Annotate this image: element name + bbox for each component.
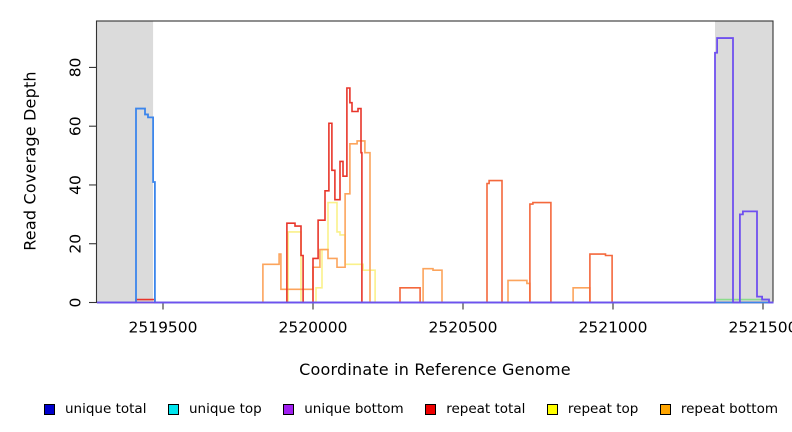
x-tick-label: 2521000 — [578, 319, 647, 337]
plot-box — [95, 20, 774, 304]
y-axis-title: Read Coverage Depth — [20, 71, 40, 251]
repeat-region-left — [97, 21, 154, 303]
legend-label: unique top — [189, 401, 262, 417]
legend-item-repeat-top: repeat top — [546, 401, 639, 417]
legend-label: repeat top — [567, 401, 639, 417]
legend-item-repeat-total: repeat total — [425, 401, 525, 417]
repeat-top-swatch-icon — [546, 403, 558, 415]
y-tick-label: 60 — [67, 116, 85, 136]
legend-label: unique bottom — [304, 401, 404, 417]
repeat-bottom-swatch-icon — [659, 403, 671, 415]
legend-item-repeat-bottom: repeat bottom — [659, 401, 778, 417]
y-tick-label: 0 — [67, 298, 85, 308]
x-axis-title: Coordinate in Reference Genome — [299, 360, 571, 379]
x-tick-label: 2520500 — [428, 319, 497, 337]
legend-label: unique total — [65, 401, 147, 417]
repeat-region-right — [715, 21, 774, 303]
legend: unique total unique top unique bottom re… — [44, 401, 778, 417]
unique-total-swatch-icon — [44, 403, 55, 415]
legend-item-unique-bottom: unique bottom — [283, 401, 404, 417]
series-repeat-total-bottom-overlap — [97, 179, 774, 304]
y-tick-label: 20 — [67, 234, 85, 254]
coverage-plot: 2519500 2520000 2520500 2521000 2521500 0 20 40… — [67, 20, 792, 337]
y-tick-label: 40 — [67, 175, 85, 195]
legend-label: repeat bottom — [680, 401, 778, 417]
repeat-total-swatch-icon — [425, 403, 437, 415]
x-tick-label: 2519500 — [128, 319, 197, 337]
x-tick-label: 2521500 — [728, 319, 792, 337]
series-repeat-top — [97, 201, 774, 304]
x-tick-label: 2520000 — [278, 319, 347, 337]
y-tick-label: 80 — [67, 58, 85, 78]
unique-bottom-swatch-icon — [283, 403, 295, 415]
unique-top-swatch-icon — [168, 403, 179, 415]
legend-label: repeat total — [446, 401, 526, 417]
series-unique-bottom — [97, 37, 774, 304]
series-repeat-total — [97, 87, 774, 304]
legend-item-unique-total: unique total — [44, 401, 146, 417]
series-repeat-bottom — [97, 140, 774, 304]
legend-item-unique-top: unique top — [168, 401, 262, 417]
series-unique-total — [97, 107, 774, 304]
